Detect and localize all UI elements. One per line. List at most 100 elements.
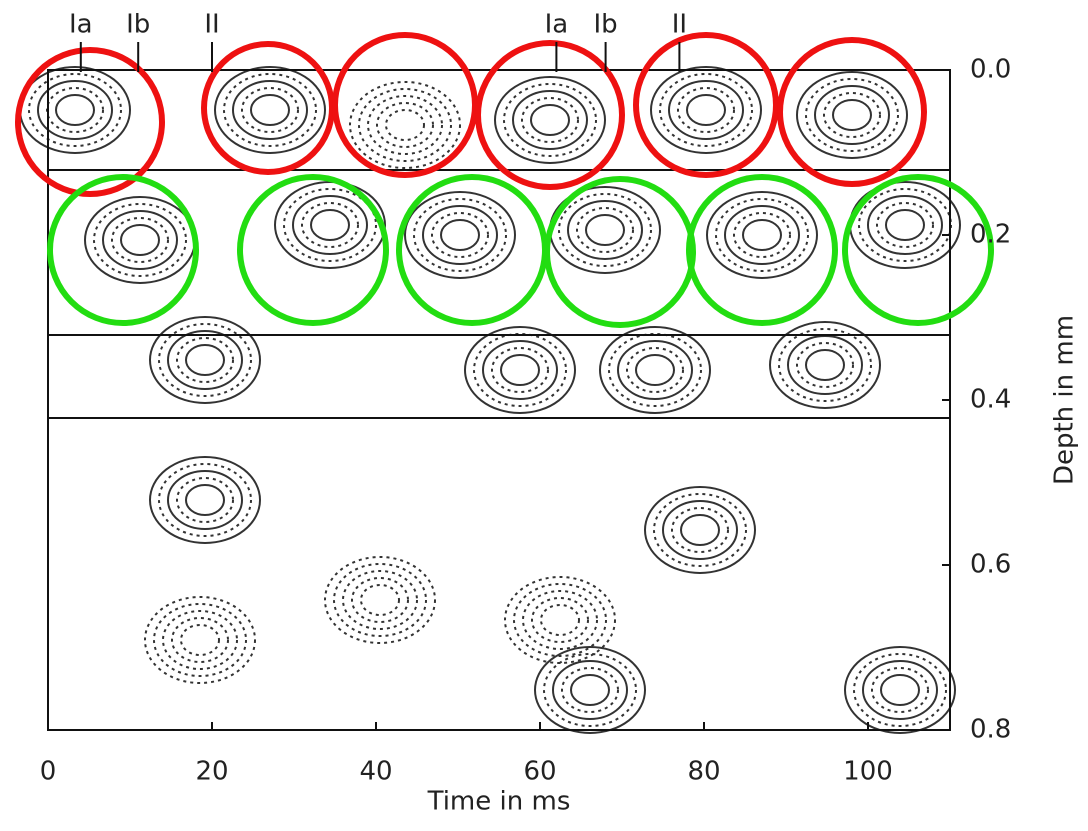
contour-line — [158, 463, 252, 537]
contour-line — [241, 87, 299, 133]
contour-line — [333, 563, 427, 637]
contour-line — [769, 321, 881, 409]
contour-line — [28, 73, 122, 147]
y-tick-label: 0.4 — [970, 385, 1011, 415]
contour-line — [324, 556, 436, 644]
x-tick-label: 80 — [687, 757, 720, 787]
contour-line — [167, 330, 243, 390]
contour-line — [853, 653, 947, 727]
contour-line — [513, 583, 607, 657]
contour-line — [171, 617, 229, 663]
red-circle — [777, 37, 927, 187]
contour-line — [635, 354, 675, 386]
contour-line — [706, 191, 818, 279]
contour-line — [274, 181, 386, 269]
contour-line — [482, 340, 558, 400]
contour-line — [185, 484, 225, 516]
contour-line — [534, 646, 646, 734]
x-tick-label: 100 — [843, 757, 893, 787]
red-circles — [15, 32, 927, 197]
contour-line — [102, 210, 178, 270]
contour-line — [617, 340, 693, 400]
x-tick-label: 40 — [359, 757, 392, 787]
red-circle — [633, 32, 779, 178]
contour-line — [659, 73, 753, 147]
contour-line — [37, 80, 113, 140]
contour-line — [567, 200, 643, 260]
contour-line — [503, 83, 597, 157]
contour-line — [440, 219, 480, 251]
contour-line — [185, 344, 225, 376]
contour-line — [677, 87, 735, 133]
contour-line — [494, 76, 606, 164]
annotation: Ia — [69, 10, 93, 40]
contour-line — [530, 104, 570, 136]
x-tick-label: 20 — [195, 757, 228, 787]
contour-line — [540, 604, 580, 636]
contour-line — [404, 191, 516, 279]
contour-line — [149, 316, 261, 404]
contour-line — [531, 597, 589, 643]
contour-line — [93, 203, 187, 277]
y-tick-label: 0.0 — [970, 55, 1011, 85]
contour-line — [491, 347, 549, 393]
contour-line — [358, 88, 452, 162]
contour-line — [585, 214, 625, 246]
contour-line — [805, 349, 845, 381]
contour-line — [778, 328, 872, 402]
contour-line — [680, 514, 720, 546]
annotation: II — [672, 10, 687, 40]
contour-line — [376, 102, 434, 148]
contour-line — [858, 188, 952, 262]
contour-line — [158, 323, 252, 397]
contour-line — [385, 109, 425, 141]
contour-line — [153, 603, 247, 677]
green-circle — [842, 174, 994, 326]
green-circle — [544, 176, 696, 328]
contour-line — [84, 196, 196, 284]
contour-line — [599, 326, 711, 414]
contour-line — [180, 624, 220, 656]
contour-line — [360, 584, 400, 616]
contour-line — [162, 610, 238, 670]
contour-line — [349, 81, 461, 169]
contour-line — [787, 335, 863, 395]
contour-line — [176, 337, 234, 383]
contour-line — [512, 90, 588, 150]
contour-line — [504, 576, 616, 664]
contour-line — [576, 207, 634, 253]
contour-line — [871, 667, 929, 713]
contour-line — [464, 326, 576, 414]
y-tick-label: 0.6 — [970, 550, 1011, 580]
x-tick-label: 0 — [40, 757, 57, 787]
green-circles — [47, 174, 994, 328]
contour-line — [570, 674, 610, 706]
contour-line — [650, 66, 762, 154]
contour-line — [862, 660, 938, 720]
red-circle — [475, 40, 625, 190]
contour-line — [796, 342, 854, 388]
contour-line — [431, 212, 489, 258]
contour-line — [292, 195, 368, 255]
green-circle — [47, 174, 199, 326]
contour-line — [310, 209, 350, 241]
contour-line — [805, 78, 899, 152]
annotation: Ib — [594, 10, 618, 40]
contour-line — [149, 456, 261, 544]
contour-line — [814, 85, 890, 145]
contour-line — [223, 73, 317, 147]
contour-line — [422, 205, 498, 265]
contour-line — [608, 333, 702, 407]
annotation: II — [204, 10, 219, 40]
contour-line — [214, 66, 326, 154]
contour-line — [552, 660, 628, 720]
contour-line — [283, 188, 377, 262]
contour-line — [144, 596, 256, 684]
contour-line — [742, 219, 782, 251]
contour-line — [662, 500, 738, 560]
annotation: Ia — [545, 10, 569, 40]
green-circle — [396, 174, 548, 326]
contour-line — [733, 212, 791, 258]
contour-line — [301, 202, 359, 248]
